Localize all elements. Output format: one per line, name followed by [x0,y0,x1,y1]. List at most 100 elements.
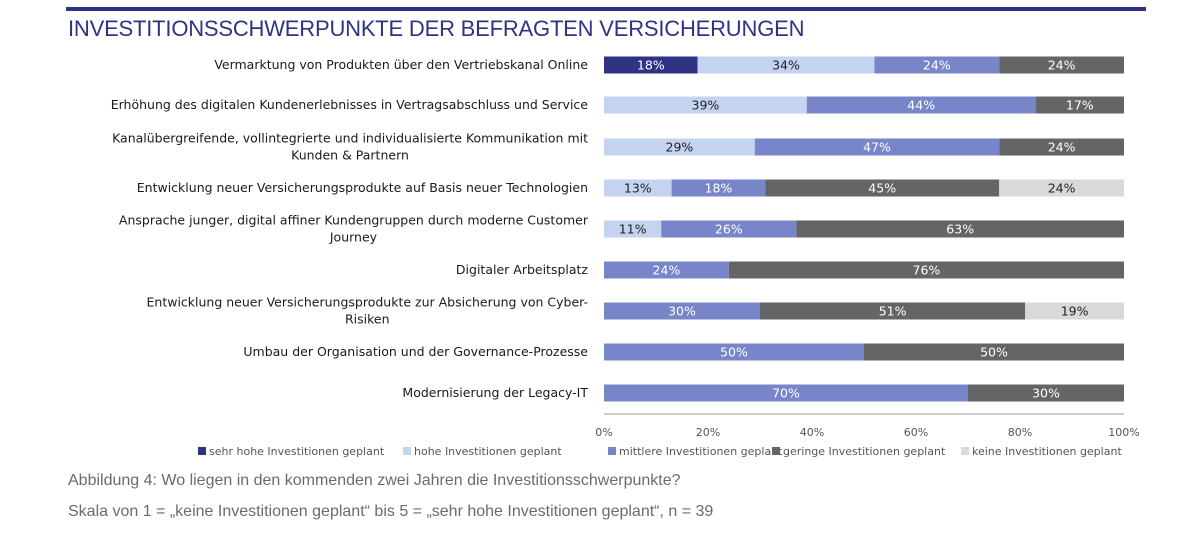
tick-label: 20% [696,426,720,439]
bar-row: 24% 76% [604,261,1124,279]
bar-row: 39% 44% 17% [604,96,1124,114]
category-label: Umbau der Organisation und der Governanc… [243,344,588,359]
bar-row: 11% 26% 63% [604,220,1124,238]
data-label: 70% [772,386,800,401]
bar-segment [806,96,1036,114]
data-label: 30% [1032,386,1060,401]
category-label: Ansprache junger, digital affiner Kunden… [119,213,589,245]
data-label: 13% [624,181,652,196]
data-label: 47% [863,140,891,155]
bar-segment [604,56,698,74]
data-label: 24% [1048,181,1076,196]
bar-segment [604,179,672,197]
bar-segment [999,138,1124,156]
legend-item: geringe Investitionen geplant [772,445,946,458]
bar-segment [999,56,1124,74]
data-label: 17% [1066,98,1094,113]
category-label: Entwicklung neuer Versicherungsprodukte … [147,295,589,327]
legend-item: hohe Investitionen geplant [403,445,562,458]
bar-row: 13% 18% 45% 24% [604,179,1124,197]
bar-segment [604,138,755,156]
legend: sehr hohe Investitionen geplant hohe Inve… [198,445,1122,458]
legend-item: sehr hohe Investitionen geplant [198,445,385,458]
bar-row: 50% 50% [604,343,1124,361]
data-label: 19% [1061,304,1089,319]
data-label: 63% [946,222,974,237]
bar-segment [671,179,766,197]
data-label: 39% [692,98,720,113]
bar-segment [968,384,1124,402]
legend-item: mittlere Investitionen geplant [608,445,783,458]
bar-row: 29% 47% 24% [604,138,1124,156]
bar-row: 70% 30% [604,384,1124,402]
legend-label: geringe Investitionen geplant [783,445,946,458]
category-labels: Vermarktung von Produkten über den Vertr… [111,57,589,400]
bar-segment [796,220,1124,238]
data-label: 24% [923,58,951,73]
data-label: 44% [907,98,935,113]
category-label: Digitaler Arbeitsplatz [456,262,589,277]
bar-segment [604,343,864,361]
legend-swatch [961,447,969,455]
data-label: 51% [879,304,907,319]
bar-segment [765,179,1000,197]
bar-segment [604,96,807,114]
category-label: Entwicklung neuer Versicherungsprodukte … [137,180,588,195]
bar-segment [697,56,875,74]
bar-segment [661,220,797,238]
data-label: 18% [637,58,665,73]
legend-label: mittlere Investitionen geplant [619,445,783,458]
x-axis-ticks: 0% 20% 40% 60% 80% 100% [595,426,1139,439]
bar-segment [1035,96,1124,114]
category-label: Modernisierung der Legacy-IT [402,385,588,400]
tick-label: 80% [1008,426,1032,439]
bar-segment [604,384,968,402]
category-label: Kanalübergreifende, vollintegrierte und … [112,131,588,163]
legend-swatch [608,447,616,455]
data-label: 18% [705,181,733,196]
stacked-bar-chart: Vermarktung von Produkten über den Vertr… [111,56,1140,458]
bar-segment [760,302,1026,320]
category-label: Erhöhung des digitalen Kundenerlebnisses… [111,97,589,112]
legend-label: sehr hohe Investitionen geplant [209,445,385,458]
bar-segment [754,138,1000,156]
figure-caption: Abbildung 4: Wo liegen in den kommenden … [68,472,681,489]
page-title: INVESTITIONSSCHWERPUNKTE DER BEFRAGTEN V… [68,16,805,41]
data-label: 34% [772,58,800,73]
data-label: 29% [666,140,694,155]
category-label: Vermarktung von Produkten über den Vertr… [214,57,588,72]
bars: 18% 34% 24% 24% 39% 44% 17% 29% 47% 24% 13% 18% 45% 2… [604,56,1124,402]
legend-label: hohe Investitionen geplant [414,445,562,458]
tick-label: 100% [1108,426,1139,439]
bar-segment [999,179,1124,197]
tick-label: 60% [904,426,928,439]
legend-swatch [772,447,780,455]
scale-note: Skala von 1 = „keine Investitionen gepla… [68,503,714,520]
bar-segment [604,302,760,320]
data-label: 50% [980,345,1008,360]
bar-row: 30% 51% 19% [604,302,1124,320]
bar-segment [604,220,662,238]
data-label: 24% [1048,140,1076,155]
data-label: 50% [720,345,748,360]
bar-segment [864,343,1124,361]
tick-label: 40% [800,426,824,439]
legend-swatch [198,447,206,455]
data-label: 45% [868,181,896,196]
data-label: 24% [653,263,681,278]
tick-label: 0% [595,426,612,439]
data-label: 24% [1048,58,1076,73]
bar-segment [604,261,729,279]
bar-segment [1025,302,1124,320]
data-label: 76% [913,263,941,278]
legend-swatch [403,447,411,455]
data-label: 26% [715,222,743,237]
bar-segment [874,56,1000,74]
data-label: 30% [668,304,696,319]
legend-item: keine Investitionen geplant [961,445,1122,458]
legend-label: keine Investitionen geplant [972,445,1122,458]
bar-segment [728,261,1124,279]
title-accent-bar [66,7,1146,11]
data-label: 11% [619,222,647,237]
bar-row: 18% 34% 24% 24% [604,56,1124,74]
